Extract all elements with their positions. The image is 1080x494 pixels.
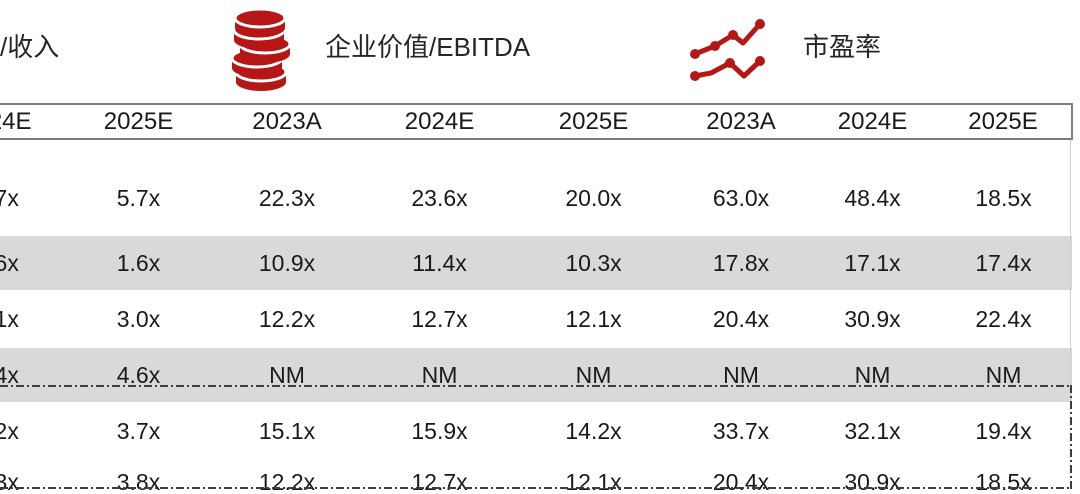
value-cell: 3.8x	[116, 468, 161, 494]
table-row: .1x 3.0x 12.2x 12.7x 12.1x 20.4x 30.9x 2…	[0, 290, 1072, 348]
header-cell: 2023A	[210, 103, 364, 140]
value-cell: 3.7x	[116, 418, 161, 444]
summary-box-right-border	[1070, 385, 1072, 489]
value-cell: 12.7x	[411, 468, 468, 494]
value-cell: 17.8x	[672, 236, 810, 290]
value-cell: 12.1x	[565, 468, 622, 494]
value-cell: 1.6x	[67, 236, 210, 290]
value-cell: 3.0x	[116, 305, 161, 332]
value-cell: NM	[672, 348, 810, 402]
line-chart-icon	[690, 19, 765, 81]
value-cell: 63.0x	[712, 184, 770, 211]
ev-ebitda-label: 企业价值/EBITDA	[325, 32, 531, 62]
table-row: .7x 5.7x 22.3x 23.6x 20.0x 63.0x 48.4x 1…	[0, 139, 1072, 236]
value-cell: NM	[364, 348, 515, 402]
table-right-border	[1070, 140, 1071, 385]
value-cell: 22.3x	[258, 184, 316, 211]
value-cell: .7x	[0, 184, 19, 211]
value-cell: 11.4x	[364, 236, 515, 290]
header-cell: 2024E	[364, 103, 515, 140]
value-cell: NM	[935, 348, 1072, 402]
value-cell: 4.6x	[67, 348, 210, 402]
value-cell: 5.7x	[116, 184, 161, 211]
value-cell: 15.1x	[258, 418, 316, 444]
summary-box-top-border	[0, 385, 1072, 387]
pe-ratio-label: 市盈率	[803, 32, 882, 62]
table-row-summary: .2x 3.7x 15.1x 15.9x 14.2x 33.7x 32.1x 1…	[0, 402, 1072, 457]
value-cell: 12.1x	[565, 305, 622, 332]
value-cell: 10.9x	[210, 236, 364, 290]
value-cell: NM	[210, 348, 364, 402]
value-cell: 15.9x	[411, 418, 468, 444]
table-row: .4x 4.6x NM NM NM NM NM NM	[0, 348, 1072, 402]
value-cell: 20.0x	[565, 184, 622, 211]
header-cell: 2023A	[672, 103, 810, 140]
value-cell: 17.1x	[810, 236, 935, 290]
value-cell: 12.7x	[411, 305, 468, 332]
value-cell: 14.2x	[565, 418, 622, 444]
header-cell: 2024E	[810, 103, 935, 140]
value-cell: .1x	[0, 305, 19, 332]
value-cell: 19.4x	[975, 418, 1032, 444]
value-cell: NM	[810, 348, 935, 402]
value-cell: 18.5x	[975, 184, 1032, 211]
header-cell: 2025E	[67, 103, 210, 140]
table-row: .6x 1.6x 10.9x 11.4x 10.3x 17.8x 17.1x 1…	[0, 236, 1072, 290]
header-cell: 024E	[0, 103, 67, 140]
value-cell: 20.4x	[712, 305, 770, 332]
value-cell: 12.2x	[258, 305, 316, 332]
value-cell: .2x	[0, 418, 19, 444]
value-cell: 48.4x	[844, 184, 901, 211]
value-cell: NM	[515, 348, 672, 402]
value-cell: 30.9x	[844, 468, 901, 494]
value-cell: 22.4x	[975, 305, 1032, 332]
value-cell: 10.3x	[515, 236, 672, 290]
summary-box-bottom-border	[0, 487, 1072, 489]
header-cell: 2025E	[935, 103, 1073, 140]
value-cell: 18.5x	[975, 468, 1032, 494]
value-cell: 30.9x	[844, 305, 901, 332]
table-header-row: 024E 2025E 2023A 2024E 2025E 2023A 2024E…	[0, 103, 1073, 140]
value-cell: .6x	[0, 236, 67, 290]
value-cell: 33.7x	[712, 418, 770, 444]
coins-icon	[230, 7, 292, 91]
value-cell: 23.6x	[411, 184, 468, 211]
value-cell: 12.2x	[258, 468, 316, 494]
comps-table: 024E 2025E 2023A 2024E 2025E 2023A 2024E…	[0, 103, 1073, 494]
value-cell: .4x	[0, 348, 67, 402]
value-cell: 32.1x	[844, 418, 901, 444]
ev-revenue-label: /收入	[0, 32, 60, 62]
value-cell: 17.4x	[935, 236, 1072, 290]
value-cell: 20.4x	[712, 468, 770, 494]
header-cell: 2025E	[515, 103, 672, 140]
